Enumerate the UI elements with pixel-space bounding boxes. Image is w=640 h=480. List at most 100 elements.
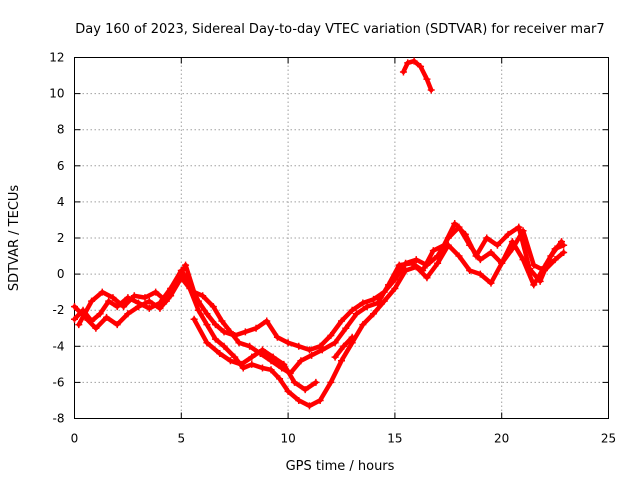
data-point bbox=[423, 75, 431, 83]
data-point bbox=[374, 299, 382, 307]
y-tick-label: 0 bbox=[57, 267, 65, 281]
data-point bbox=[342, 324, 350, 332]
data-point bbox=[109, 294, 117, 302]
y-tick-label: 10 bbox=[49, 87, 64, 101]
data-point bbox=[340, 342, 348, 350]
data-point bbox=[476, 256, 484, 264]
data-point bbox=[220, 328, 228, 336]
data-point bbox=[305, 346, 313, 354]
x-ticks: 0 5 10 15 20 25 bbox=[71, 57, 616, 446]
x-tick-label: 10 bbox=[280, 432, 295, 446]
data-point bbox=[483, 234, 491, 242]
chart-title: Day 160 of 2023, Sidereal Day-to-day VTE… bbox=[75, 22, 604, 37]
data-point bbox=[498, 259, 506, 267]
data-point bbox=[370, 310, 378, 318]
x-tick-label: 5 bbox=[177, 432, 185, 446]
y-tick-label: 6 bbox=[57, 159, 65, 173]
y-tick-label: 4 bbox=[57, 195, 65, 209]
y-tick-label: 12 bbox=[49, 51, 64, 65]
data-point bbox=[338, 317, 345, 325]
data-point bbox=[237, 360, 245, 368]
data-point bbox=[220, 342, 228, 350]
data-point bbox=[331, 353, 339, 361]
data-point bbox=[246, 342, 254, 350]
data-point bbox=[248, 360, 256, 368]
data-point bbox=[209, 303, 217, 311]
data-point bbox=[487, 279, 495, 287]
data-point bbox=[399, 68, 407, 76]
x-axis-label: GPS time / hours bbox=[286, 459, 395, 474]
data-point bbox=[297, 357, 305, 365]
data-point bbox=[404, 59, 412, 67]
data-point bbox=[156, 304, 164, 312]
data-point bbox=[211, 321, 219, 329]
data-point bbox=[423, 274, 431, 282]
data-point bbox=[98, 288, 106, 296]
data-point bbox=[124, 310, 132, 318]
data-point bbox=[194, 306, 202, 314]
y-tick-label: -2 bbox=[53, 303, 65, 317]
data-point bbox=[152, 288, 160, 296]
data-point bbox=[258, 364, 266, 372]
data-point bbox=[316, 396, 324, 404]
data-point bbox=[370, 295, 378, 303]
data-point bbox=[417, 63, 425, 71]
series-track-d bbox=[191, 316, 319, 392]
x-tick-label: 20 bbox=[494, 432, 509, 446]
data-point bbox=[487, 248, 495, 256]
data-point bbox=[203, 310, 211, 318]
series-track-c bbox=[76, 221, 564, 376]
data-point bbox=[88, 297, 96, 305]
data-point bbox=[284, 339, 292, 347]
x-tick-label: 25 bbox=[601, 432, 616, 446]
y-ticks: -8 -6 -4 -2 0 2 4 6 8 10 12 bbox=[49, 51, 609, 426]
data-point bbox=[113, 303, 121, 311]
data-point bbox=[493, 241, 501, 249]
data-point bbox=[427, 86, 435, 94]
data-point bbox=[308, 351, 316, 359]
data-point bbox=[451, 220, 459, 228]
data-point bbox=[211, 335, 219, 343]
data-point bbox=[363, 303, 371, 311]
data-point bbox=[135, 303, 143, 311]
data-point bbox=[216, 350, 224, 358]
data-point bbox=[284, 387, 292, 395]
data-point bbox=[434, 259, 442, 267]
data-point bbox=[312, 378, 320, 386]
data-point bbox=[182, 261, 190, 269]
data-point bbox=[105, 297, 113, 305]
data-point bbox=[203, 321, 211, 329]
data-point bbox=[327, 331, 335, 339]
data-point bbox=[476, 270, 484, 278]
data-point bbox=[318, 346, 326, 354]
data-point bbox=[429, 247, 437, 255]
data-point bbox=[113, 321, 121, 329]
data-point bbox=[295, 342, 303, 350]
data-point bbox=[331, 339, 339, 347]
data-point bbox=[508, 238, 516, 246]
data-point bbox=[173, 277, 181, 285]
y-tick-label: 8 bbox=[57, 123, 65, 137]
data-point bbox=[141, 294, 149, 302]
y-axis-label: SDTVAR / TECUs bbox=[7, 185, 22, 292]
data-point bbox=[120, 303, 128, 311]
data-point bbox=[410, 57, 418, 65]
data-point bbox=[338, 357, 345, 365]
data-point bbox=[269, 353, 277, 361]
data-point bbox=[466, 266, 474, 274]
data-point bbox=[130, 292, 138, 300]
data-point bbox=[551, 256, 559, 264]
data-point bbox=[536, 277, 544, 285]
data-point bbox=[203, 339, 211, 347]
data-point bbox=[530, 281, 538, 289]
data-point bbox=[305, 402, 313, 410]
data-point bbox=[384, 281, 392, 289]
data-point bbox=[263, 317, 271, 325]
data-point bbox=[267, 366, 275, 374]
series-track-b bbox=[72, 239, 566, 409]
data-point bbox=[218, 317, 226, 325]
data-point bbox=[103, 313, 111, 321]
data-point bbox=[252, 324, 260, 332]
data-point bbox=[352, 310, 360, 318]
data-point bbox=[267, 357, 275, 365]
